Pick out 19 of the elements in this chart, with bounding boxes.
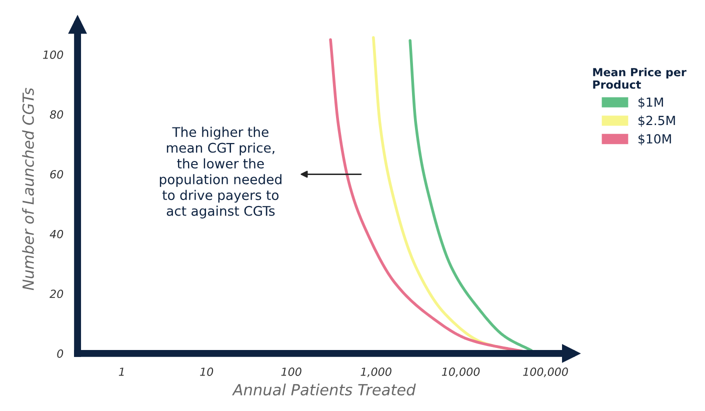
x-tick-label: 10,000 [442, 368, 480, 378]
y-tick-label: 40 [50, 230, 64, 238]
x-tick-label: 100,000 [523, 368, 568, 378]
legend-title: Mean Price per Product [593, 68, 686, 89]
x-axis-title: Annual Patients Treated [232, 384, 416, 396]
annotation: The higher the mean CGT price, the lower the population needed to drive payers to act against CGTs [160, 126, 282, 218]
x-tick-label: 1,000 [360, 368, 392, 378]
y-tick-label: 0 [57, 349, 64, 358]
x-tick-label: 1 [118, 368, 124, 376]
y-tick-label: 60 [50, 170, 64, 178]
legend-label: $1M [638, 97, 663, 109]
y-tick-label: 80 [50, 110, 64, 119]
x-tick-label: 10 [200, 368, 214, 376]
y-tick-label: 100 [42, 50, 64, 59]
legend-label: $2.5M [638, 116, 675, 127]
y-tick-label: 20 [50, 290, 64, 298]
x-tick-label: 100 [281, 368, 302, 376]
legend-label: $10M [638, 134, 671, 146]
y-axis-title: Number of Launched CGTs [22, 88, 34, 290]
